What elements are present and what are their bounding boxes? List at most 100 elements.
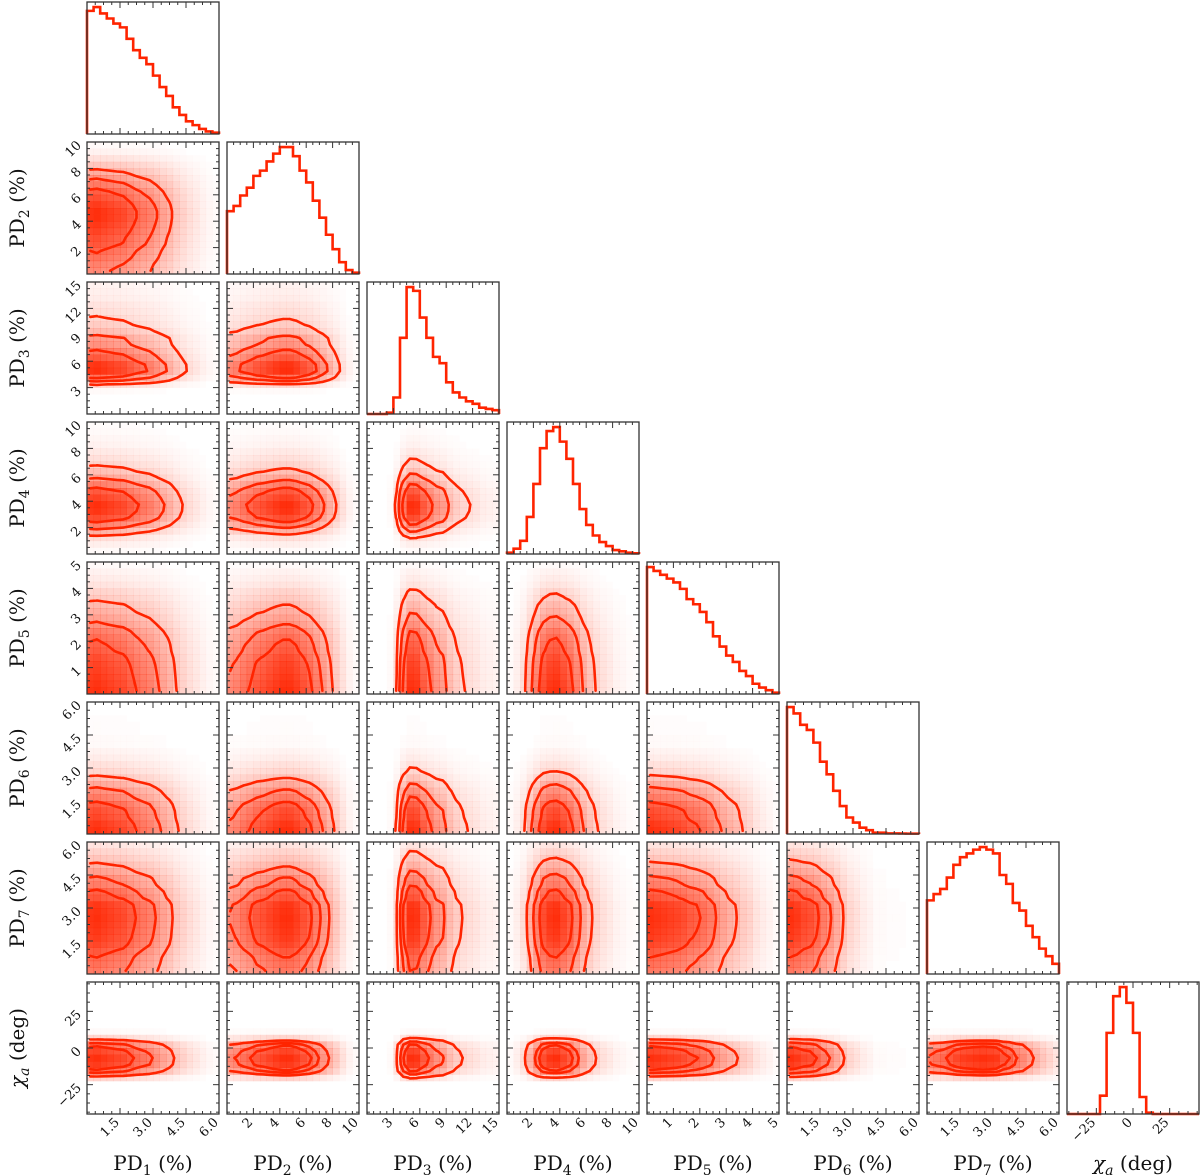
density-cell <box>159 361 167 369</box>
density-cell <box>606 621 613 629</box>
density-cell <box>87 168 94 176</box>
density-cell <box>133 614 141 622</box>
density-cell <box>266 654 274 662</box>
density-cell <box>299 680 307 688</box>
density-cell <box>306 301 314 309</box>
density-cell <box>300 562 307 569</box>
density-cell <box>227 435 234 442</box>
histogram-step-line <box>225 145 361 274</box>
density-cell <box>172 641 180 649</box>
density-cell <box>286 474 294 482</box>
density-cell <box>192 168 200 176</box>
density-cell <box>186 367 193 375</box>
density-cell <box>266 781 274 789</box>
density-cell <box>160 547 167 554</box>
density-cell <box>306 781 314 789</box>
density-cell <box>233 661 241 668</box>
contour-line <box>245 486 315 524</box>
density-cell <box>279 282 287 289</box>
density-cell <box>205 674 213 682</box>
density-cell <box>266 674 274 682</box>
density-cell <box>440 547 447 554</box>
density-cell <box>240 348 248 355</box>
density-cell <box>106 601 114 609</box>
density-cell <box>446 614 454 622</box>
density-cell <box>166 680 174 688</box>
density-cell <box>526 595 534 602</box>
density-cell <box>279 295 287 303</box>
density-cell <box>212 182 219 189</box>
density-cell <box>459 521 467 528</box>
density-cell <box>107 429 114 436</box>
density-cell <box>179 321 187 329</box>
density-cell <box>172 328 180 336</box>
density-cell <box>179 534 186 541</box>
density-cell <box>139 214 147 222</box>
density-cell <box>253 348 261 355</box>
density-cell <box>306 608 314 616</box>
density-cell <box>146 595 154 602</box>
density-cell <box>306 647 314 655</box>
density-cell <box>206 267 213 274</box>
density-cell <box>566 575 574 583</box>
density-cell <box>199 335 206 342</box>
density-cell <box>459 494 467 502</box>
density-cell <box>332 621 340 629</box>
density-cell <box>106 441 114 449</box>
density-cell <box>146 534 154 542</box>
density-cell <box>426 442 433 449</box>
density-cell <box>540 614 547 622</box>
density-cell <box>126 148 134 156</box>
density-cell <box>166 501 174 509</box>
density-cell <box>306 422 313 429</box>
contour-line <box>246 638 314 692</box>
density-cell <box>279 608 287 616</box>
density-cell <box>159 595 167 602</box>
density-cell <box>166 468 174 476</box>
density-cell <box>346 475 353 482</box>
density-cell <box>299 295 307 303</box>
density-cell <box>87 448 94 456</box>
density-cell <box>133 601 141 609</box>
density-cell <box>127 742 134 749</box>
density-cell <box>286 634 294 642</box>
density-cell <box>253 295 261 303</box>
density-cell <box>546 667 554 675</box>
density-cell <box>486 475 493 482</box>
density-cell <box>126 507 134 515</box>
density-cell <box>100 161 108 169</box>
density-cell <box>179 234 187 242</box>
density-cell <box>133 448 141 456</box>
density-cell <box>106 214 114 222</box>
density-cell <box>146 735 153 742</box>
density-cell <box>346 374 353 381</box>
density-cell <box>120 388 127 395</box>
density-cell <box>514 595 521 602</box>
density-cell <box>87 667 94 675</box>
density-cell <box>452 608 460 616</box>
density-cell <box>246 540 254 548</box>
density-cell <box>146 201 154 209</box>
density-cell <box>240 562 247 569</box>
density-cell <box>186 354 193 362</box>
density-cell <box>106 227 114 235</box>
density-cell <box>172 221 180 229</box>
density-cell <box>153 595 160 602</box>
density-cell <box>479 462 486 469</box>
density-cell <box>632 641 639 648</box>
density-cell <box>326 608 333 616</box>
density-cell <box>393 541 400 548</box>
density-cell <box>553 614 561 622</box>
density-cell <box>459 601 467 609</box>
density-cell <box>527 575 534 582</box>
density-cell <box>472 614 480 622</box>
density-cell <box>400 562 407 569</box>
density-cell <box>312 674 320 682</box>
density-cell <box>306 562 313 569</box>
density-cell <box>146 321 154 329</box>
density-cell <box>186 774 193 782</box>
density-cell <box>186 667 193 675</box>
density-cell <box>472 474 480 482</box>
density-cell <box>446 575 453 582</box>
density-cell <box>193 328 200 335</box>
